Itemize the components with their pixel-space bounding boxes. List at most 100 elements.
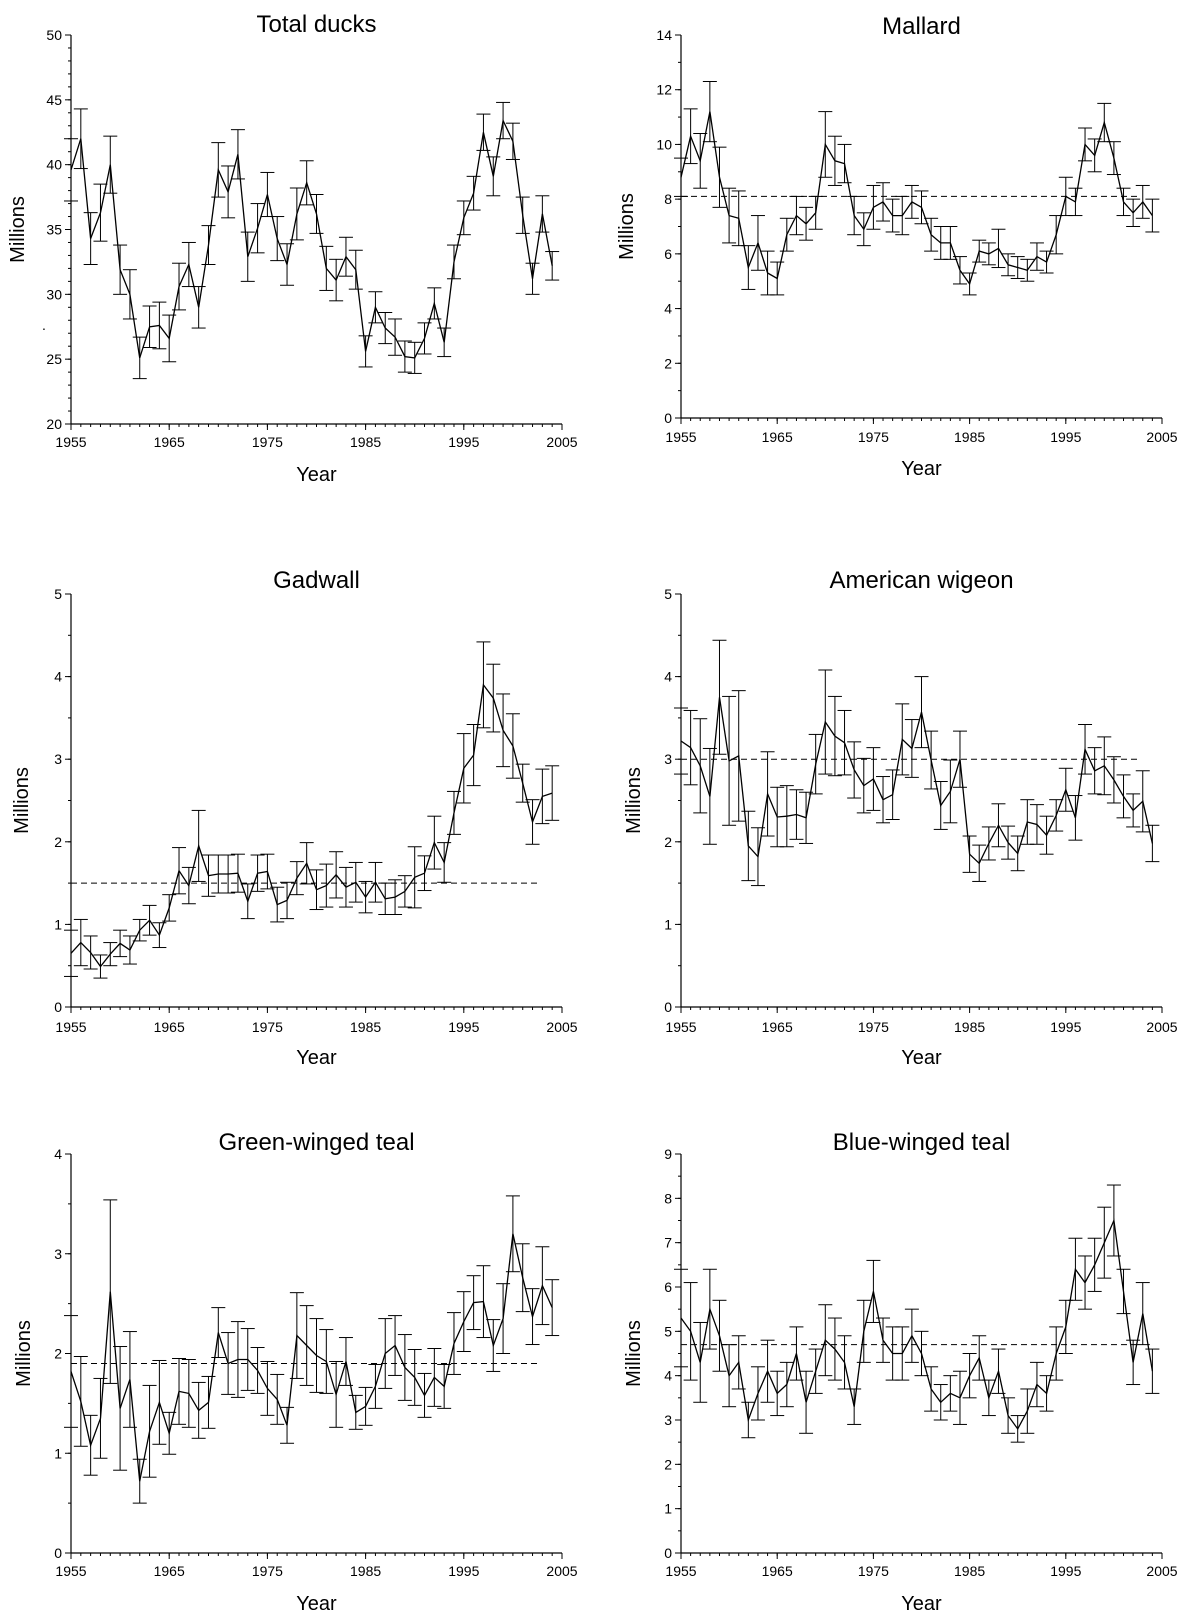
y-tick-label: 1	[664, 1501, 672, 1517]
y-tick-label: 7	[664, 1235, 672, 1251]
x-tick-label: 1985	[350, 1019, 381, 1035]
y-tick-label: 3	[54, 1246, 62, 1262]
y-tick-label: 2	[54, 1346, 62, 1362]
chart-panel: Gadwall 0 1 2 3 4 5 1955 1965 1975 1985 1995 2005 Yea…	[11, 567, 578, 1069]
y-tick-label: 0	[664, 410, 672, 426]
series-line	[680, 1218, 1154, 1431]
y-tick-label: 0	[54, 999, 62, 1015]
y-axis-label: Millions	[623, 767, 645, 834]
y-tick-label: 1	[54, 1445, 62, 1461]
y-tick-label: 14	[656, 27, 672, 43]
y-tick-label: 1	[664, 916, 672, 932]
x-tick-label: 1965	[154, 1019, 185, 1035]
x-tick-label: 1975	[252, 434, 283, 450]
x-tick-label: 2005	[1146, 429, 1177, 445]
chart-title: Green-winged teal	[218, 1129, 414, 1156]
series-line	[70, 118, 553, 359]
y-tick-label: 35	[46, 222, 62, 238]
y-tick-label: 50	[46, 27, 62, 43]
chart-title: Gadwall	[273, 567, 360, 594]
y-tick-label: 3	[54, 751, 62, 767]
y-tick-label: 6	[664, 246, 672, 262]
y-tick-label: 3	[664, 1412, 672, 1428]
x-tick-label: 1965	[154, 434, 185, 450]
y-axis-label: Millions	[623, 1320, 645, 1387]
y-axis-label: Millions	[7, 196, 29, 263]
x-axis-label: Year	[901, 1047, 942, 1069]
x-tick-label: 1985	[954, 1019, 985, 1035]
y-tick-label: 3	[664, 751, 672, 767]
x-tick-label: 1995	[448, 434, 479, 450]
y-tick-label: 12	[656, 82, 672, 98]
x-tick-label: 1995	[448, 1563, 479, 1579]
x-tick-label: 2005	[1146, 1563, 1177, 1579]
y-tick-label: 5	[664, 1323, 672, 1339]
x-tick-label: 1955	[665, 1563, 696, 1579]
y-axis-label: Millions	[13, 1320, 35, 1387]
y-tick-label: 5	[54, 586, 62, 602]
y-tick-label: 2	[664, 834, 672, 850]
y-axis-label: Millions	[11, 767, 33, 834]
x-tick-label: 1985	[350, 434, 381, 450]
series-line	[680, 697, 1154, 865]
y-tick-label: 0	[664, 1545, 672, 1561]
chart-title: Blue-winged teal	[833, 1129, 1010, 1156]
y-tick-label: 9	[664, 1146, 672, 1162]
stray-mark: .	[42, 317, 46, 333]
x-tick-label: 2005	[546, 1019, 577, 1035]
x-tick-label: 1955	[55, 1019, 86, 1035]
y-tick-label: 4	[664, 1368, 672, 1384]
x-tick-label: 1975	[858, 1563, 889, 1579]
y-tick-label: 0	[54, 1545, 62, 1561]
x-tick-label: 2005	[1146, 1019, 1177, 1035]
x-tick-label: 1985	[954, 429, 985, 445]
y-tick-label: 0	[664, 999, 672, 1015]
y-tick-label: 20	[46, 416, 62, 432]
x-tick-label: 1985	[350, 1563, 381, 1579]
x-axis-label: Year	[901, 458, 942, 480]
x-tick-label: 1955	[665, 429, 696, 445]
x-tick-label: 1985	[954, 1563, 985, 1579]
y-tick-label: 5	[664, 586, 672, 602]
chart-panel: Blue-winged teal 0 1 2 3 4 5 6 7 8 9 1955 1965 1975 19…	[623, 1129, 1178, 1615]
x-axis-label: Year	[901, 1593, 942, 1615]
x-tick-label: 2005	[546, 1563, 577, 1579]
x-tick-label: 1955	[665, 1019, 696, 1035]
chart-panel: Total ducks 20 25 30 35 40 45 50 1955 1965 1975 198…	[7, 11, 578, 486]
y-tick-label: 4	[54, 1146, 62, 1162]
y-tick-label: 2	[664, 1456, 672, 1472]
chart-panel: Mallard 0 2 4 6 8 10 12 14 1955 1965 1975 1985 1995 20…	[616, 13, 1178, 480]
x-tick-label: 1975	[858, 429, 889, 445]
series-line	[70, 1233, 553, 1482]
y-axis-label: Millions	[616, 193, 638, 260]
x-tick-label: 1965	[762, 1019, 793, 1035]
chart-panel: American wigeon 0 1 2 3 4 5 1955 1965 1975 1985 199…	[623, 567, 1178, 1069]
y-tick-label: 30	[46, 286, 62, 302]
y-tick-label: 8	[664, 1190, 672, 1206]
y-tick-label: 4	[664, 669, 672, 685]
x-axis-label: Year	[296, 1047, 337, 1069]
y-tick-label: 2	[54, 834, 62, 850]
y-tick-label: 40	[46, 157, 62, 173]
x-tick-label: 1995	[1050, 1563, 1081, 1579]
chart-title: Mallard	[882, 13, 961, 40]
y-tick-label: 8	[664, 191, 672, 207]
chart-title: Total ducks	[256, 11, 376, 38]
chart-title: American wigeon	[829, 567, 1013, 594]
y-tick-label: 6	[664, 1279, 672, 1295]
y-tick-label: 25	[46, 351, 62, 367]
x-tick-label: 2005	[546, 434, 577, 450]
x-tick-label: 1965	[762, 429, 793, 445]
x-tick-label: 1975	[252, 1563, 283, 1579]
x-tick-label: 1965	[154, 1563, 185, 1579]
x-tick-label: 1955	[55, 1563, 86, 1579]
y-tick-label: 4	[54, 669, 62, 685]
x-axis-label: Year	[296, 464, 337, 486]
y-tick-label: 10	[656, 136, 672, 152]
x-tick-label: 1995	[448, 1019, 479, 1035]
series-line	[70, 683, 553, 968]
y-tick-label: 45	[46, 92, 62, 108]
x-tick-label: 1995	[1050, 1019, 1081, 1035]
x-tick-label: 1955	[55, 434, 86, 450]
